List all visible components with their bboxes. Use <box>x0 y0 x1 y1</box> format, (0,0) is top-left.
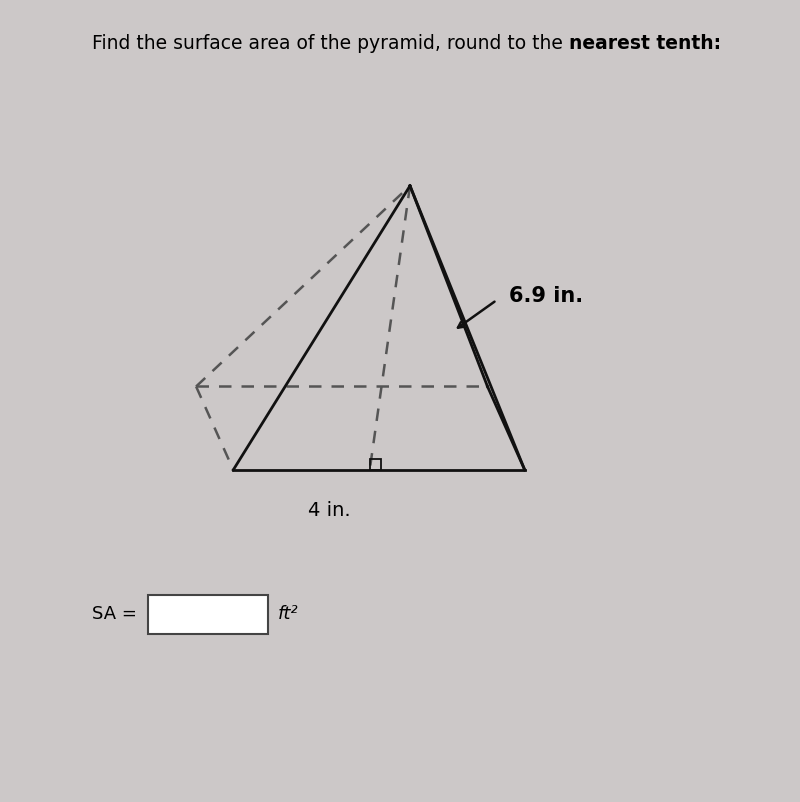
Text: 4 in.: 4 in. <box>308 500 350 520</box>
Text: 6.9 in.: 6.9 in. <box>510 286 583 306</box>
Text: ft²: ft² <box>278 605 298 622</box>
Text: SA =: SA = <box>92 605 137 622</box>
Text: Find the surface area of the pyramid, round to the: Find the surface area of the pyramid, ro… <box>92 34 569 53</box>
Text: nearest tenth:: nearest tenth: <box>569 34 721 53</box>
